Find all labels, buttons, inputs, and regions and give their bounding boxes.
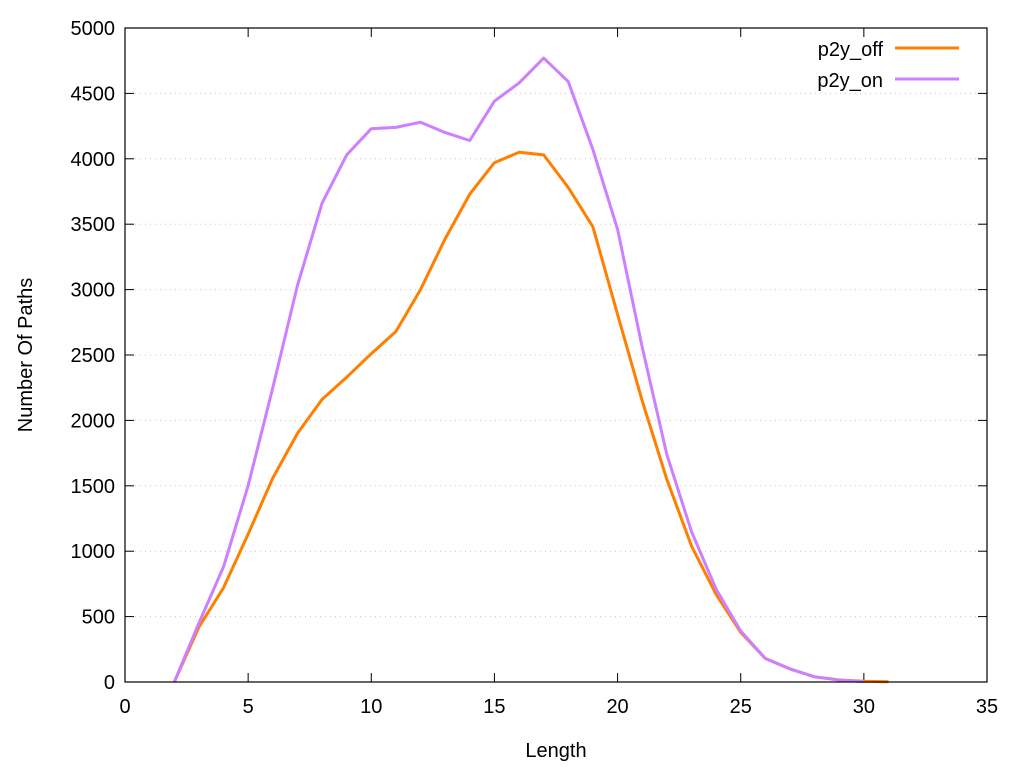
x-tick-label: 20 — [606, 696, 628, 718]
y-tick-label: 2500 — [71, 345, 116, 367]
y-tick-label: 3000 — [71, 280, 116, 302]
y-tick-label: 500 — [82, 607, 115, 629]
y-tick-label: 5000 — [71, 18, 116, 40]
y-tick-label: 2000 — [71, 410, 116, 432]
y-tick-label: 0 — [104, 672, 115, 694]
series-line-p2y_off — [172, 150, 889, 684]
x-tick-label: 0 — [119, 696, 130, 718]
series-line-p2y_on — [172, 56, 864, 684]
plot-frame — [124, 27, 988, 683]
y-tick-label: 4000 — [71, 149, 116, 171]
x-axis-label: Length — [525, 740, 586, 762]
y-tick-label: 1000 — [71, 541, 116, 563]
y-axis-label: Number Of Paths — [15, 278, 37, 433]
legend-label: p2y_off — [818, 39, 884, 61]
legend: p2y_off p2y_on — [817, 39, 959, 92]
y-tick-label: 3500 — [71, 214, 116, 236]
x-tick-label: 5 — [243, 696, 254, 718]
x-tick-label: 25 — [730, 696, 752, 718]
x-tick-label: 10 — [360, 696, 382, 718]
grid-lines — [125, 92, 987, 618]
y-tick-label: 4500 — [71, 83, 116, 105]
x-tick-label: 15 — [483, 696, 505, 718]
y-tick-label: 1500 — [71, 476, 116, 498]
x-tick-label: 30 — [853, 696, 875, 718]
legend-label: p2y_on — [817, 70, 883, 92]
series-lines — [172, 56, 889, 684]
axis-ticks: 0 500 1000 1500 2000 2500 3000 3500 4000 4500 5000… — [71, 18, 999, 718]
x-tick-label: 35 — [976, 696, 998, 718]
